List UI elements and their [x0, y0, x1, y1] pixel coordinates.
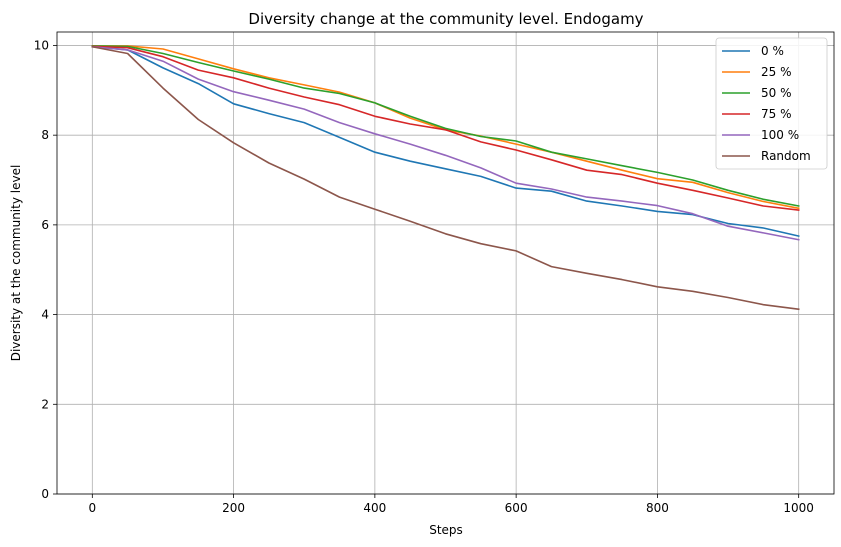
y-axis-label: Diversity at the community level: [9, 165, 23, 362]
x-tick-label: 800: [646, 501, 669, 515]
x-tick-label: 200: [222, 501, 245, 515]
legend-label: 25 %: [761, 65, 792, 79]
legend-label: Random: [761, 149, 811, 163]
chart-title: Diversity change at the community level.…: [248, 10, 643, 28]
legend-label: 0 %: [761, 44, 784, 58]
x-tick-label: 1000: [783, 501, 814, 515]
y-tick-label: 8: [41, 128, 49, 142]
legend-box: [715, 37, 828, 170]
series-line-0: [91, 45, 800, 238]
y-tick-label: 4: [41, 308, 49, 322]
legend-label: 100 %: [761, 128, 799, 142]
legend-label: 50 %: [761, 86, 792, 100]
series-line-5: [91, 45, 800, 311]
legend-label: 75 %: [761, 107, 792, 121]
y-tick-label: 10: [34, 38, 49, 52]
plot-area-frame: [56, 31, 835, 495]
x-tick-label: 600: [505, 501, 528, 515]
series-line-4: [91, 45, 800, 241]
y-axis-ticks: 0 2 4 6 8 10: [34, 38, 57, 501]
series-layer: [91, 45, 800, 311]
x-axis-ticks: 0 200 400 600 800 1000: [88, 494, 814, 515]
x-tick-label: 400: [363, 501, 386, 515]
legend: 0 % 25 % 50 % 75 % 100 % Random: [715, 37, 828, 170]
x-axis-label: Steps: [429, 523, 463, 537]
y-tick-label: 0: [41, 487, 49, 501]
series-line-2: [91, 45, 800, 207]
y-tick-label: 6: [41, 218, 49, 232]
x-tick-label: 0: [88, 501, 96, 515]
series-line-3: [91, 45, 800, 211]
y-tick-label: 2: [41, 397, 49, 411]
